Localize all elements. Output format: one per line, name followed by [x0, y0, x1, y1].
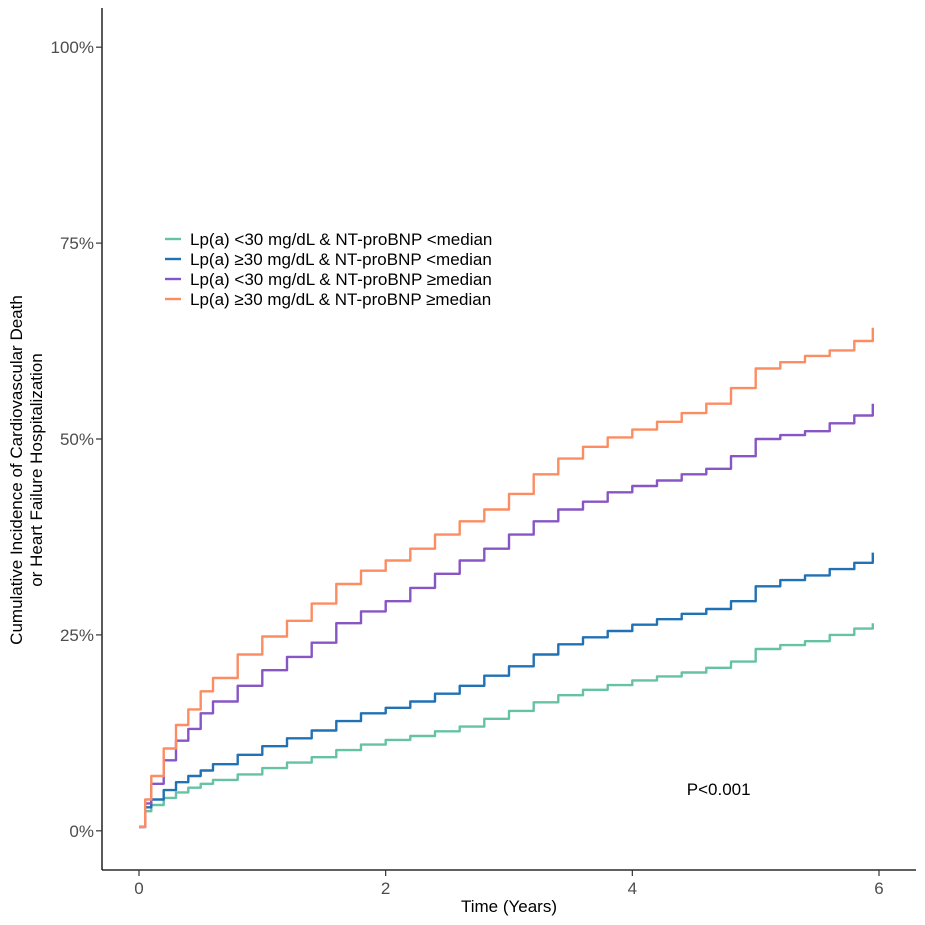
legend: Lp(a) <30 mg/dL & NT-proBNP <medianLp(a)…	[165, 230, 492, 309]
series-line-1	[139, 623, 874, 829]
y-tick-label: 25%	[60, 626, 94, 645]
x-axis-ticks: 0 2 4 6	[134, 870, 884, 898]
x-tick-label: 6	[874, 879, 883, 898]
x-tick-label: 2	[381, 879, 390, 898]
y-tick-label: 100%	[51, 38, 94, 57]
y-axis-ticks: 0% 25% 50% 75% 100%	[51, 38, 102, 841]
series-line-2	[139, 552, 874, 829]
y-axis-title-line2: or Heart Failure Hospitalization	[27, 353, 46, 586]
x-axis-title: Time (Years)	[461, 897, 557, 916]
series-line-4	[139, 327, 874, 829]
series-lines	[139, 327, 874, 829]
series-line-3	[139, 403, 874, 829]
legend-label-4: Lp(a) ≥30 mg/dL & NT-proBNP ≥median	[190, 290, 491, 309]
y-tick-label: 50%	[60, 430, 94, 449]
y-axis-title-line1: Cumulative Incidence of Cardiovascular D…	[7, 295, 26, 645]
legend-label-1: Lp(a) <30 mg/dL & NT-proBNP <median	[190, 230, 492, 249]
x-tick-label: 4	[628, 879, 637, 898]
x-tick-label: 0	[134, 879, 143, 898]
y-tick-label: 0%	[69, 822, 94, 841]
y-axis-title: Cumulative Incidence of Cardiovascular D…	[7, 295, 46, 645]
legend-label-2: Lp(a) ≥30 mg/dL & NT-proBNP <median	[190, 250, 492, 269]
y-tick-label: 75%	[60, 234, 94, 253]
legend-label-3: Lp(a) <30 mg/dL & NT-proBNP ≥median	[190, 270, 492, 289]
p-value-annotation: P<0.001	[687, 780, 751, 799]
